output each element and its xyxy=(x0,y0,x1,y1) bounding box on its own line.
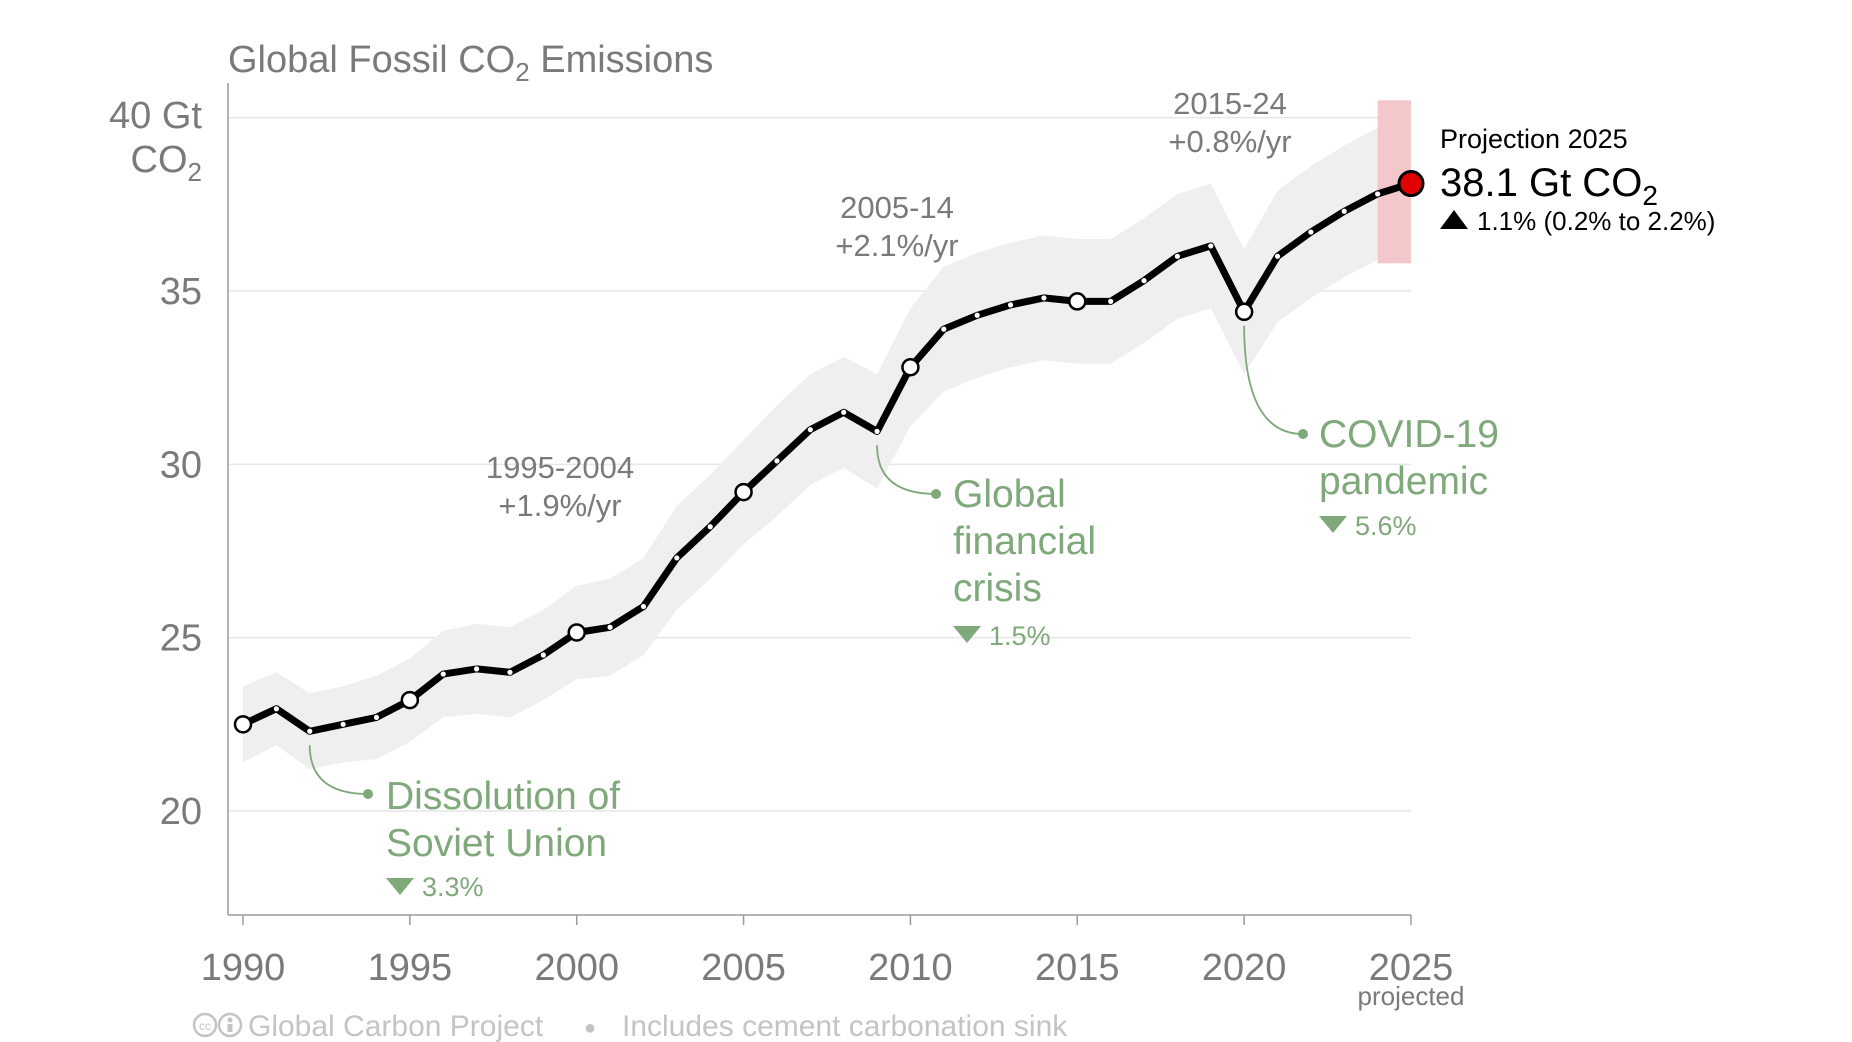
data-point xyxy=(540,652,546,658)
data-point-highlight xyxy=(233,715,253,734)
data-point xyxy=(440,671,446,677)
event-gfc-line1: Global xyxy=(953,473,1066,516)
data-point-highlight xyxy=(734,482,753,502)
data-point-highlight xyxy=(901,358,920,377)
growth-period-1: 1995-2004 xyxy=(486,450,634,485)
down-triangle-icon xyxy=(953,626,981,643)
projection-point xyxy=(1397,170,1425,198)
down-triangle-icon xyxy=(386,878,414,895)
growth-period-3: 2015-24 xyxy=(1173,86,1287,121)
data-point xyxy=(1007,302,1014,308)
footer-separator: ● xyxy=(584,1017,596,1039)
x-tick-label: 2020 xyxy=(1202,947,1287,989)
uncertainty-band-area xyxy=(243,114,1411,770)
event-gfc-line2: financial xyxy=(953,520,1096,563)
event-leader-line xyxy=(1243,325,1304,435)
y-tick-label: 30 xyxy=(160,444,202,486)
data-point xyxy=(340,721,346,727)
event-leader-dot xyxy=(931,489,941,499)
event-soviet-line2: Soviet Union xyxy=(386,822,607,865)
data-point xyxy=(640,603,647,610)
data-point xyxy=(807,427,813,433)
data-point xyxy=(507,669,513,675)
data-point-highlight xyxy=(400,690,420,710)
event-gfc-line3: crisis xyxy=(953,567,1042,610)
data-point xyxy=(607,624,613,630)
event-leader-dot xyxy=(363,789,373,799)
data-point xyxy=(941,326,947,332)
y-tick-label: 20 xyxy=(160,791,202,833)
data-point xyxy=(774,458,780,464)
data-point xyxy=(1375,191,1381,197)
data-point xyxy=(707,524,713,530)
data-point xyxy=(273,706,279,712)
data-points xyxy=(233,170,1425,734)
footer-source: Global Carbon Project xyxy=(248,1010,544,1042)
axes xyxy=(227,83,1412,925)
y-axis-unit-line1: 40 Gt xyxy=(109,95,202,137)
data-point-highlight xyxy=(567,623,586,642)
x-tick-label: 2010 xyxy=(868,947,953,989)
data-point xyxy=(1274,253,1281,259)
data-point xyxy=(1341,208,1347,214)
emissions-series xyxy=(239,180,1415,735)
data-point xyxy=(373,714,380,721)
data-point xyxy=(474,666,480,672)
growth-rate-2: +2.1%/yr xyxy=(835,228,958,263)
up-triangle-icon xyxy=(1440,210,1468,229)
y-tick-label: 25 xyxy=(160,618,202,660)
event-soviet-change: 3.3% xyxy=(422,872,484,902)
projection-title: Projection 2025 xyxy=(1440,124,1628,154)
data-point xyxy=(1174,253,1180,259)
data-point xyxy=(974,312,980,318)
event-gfc-change: 1.5% xyxy=(989,621,1051,651)
cc-by-icon: cc xyxy=(192,1012,243,1038)
x-tick-label: 2025 xyxy=(1369,947,1454,989)
event-leader-line xyxy=(876,445,937,495)
data-point xyxy=(1308,229,1314,235)
data-point xyxy=(1208,243,1214,249)
y-axis-unit-line2: CO2 xyxy=(131,139,202,187)
y-tick-labels: 35 30 25 20 xyxy=(160,271,202,833)
growth-rate-1: +1.9%/yr xyxy=(498,488,621,523)
event-leader-dot xyxy=(1298,429,1308,439)
x-tick-label: 1990 xyxy=(201,947,286,989)
x-tick-label: 2000 xyxy=(534,947,619,989)
projection-value: 38.1 Gt CO2 xyxy=(1440,161,1658,211)
event-covid-line1: COVID-19 xyxy=(1319,413,1499,456)
projection-change: 1.1% (0.2% to 2.2%) xyxy=(1477,206,1715,236)
data-point-highlight xyxy=(1234,302,1254,322)
chart-title: Global Fossil CO2 Emissions xyxy=(228,39,713,87)
event-soviet-line1: Dissolution of xyxy=(386,775,620,818)
x-tick-label: 2015 xyxy=(1035,947,1120,989)
event-covid-change: 5.6% xyxy=(1355,511,1417,541)
x-tick-note: projected xyxy=(1358,981,1465,1011)
data-point xyxy=(874,428,880,434)
event-leader-line xyxy=(308,745,369,795)
data-point xyxy=(674,555,680,561)
data-point xyxy=(1108,298,1114,304)
x-tick-labels: 1990 1995 2000 2005 2010 2015 2020 2025projecte… xyxy=(201,947,1465,1011)
data-point xyxy=(1141,278,1147,284)
growth-rate-3: +0.8%/yr xyxy=(1168,124,1291,159)
growth-period-2: 2005-14 xyxy=(840,190,954,225)
x-tick-label: 1995 xyxy=(368,947,453,989)
down-triangle-icon xyxy=(1319,516,1347,533)
event-leader-lines xyxy=(308,325,1308,799)
uncertainty-band xyxy=(243,100,1411,770)
data-point xyxy=(841,409,847,415)
data-point-highlight xyxy=(1068,292,1087,311)
emissions-line xyxy=(239,180,1415,735)
svg-text:cc: cc xyxy=(199,1019,211,1033)
y-tick-label: 35 xyxy=(160,271,202,313)
event-covid-line2: pandemic xyxy=(1319,460,1488,503)
data-point xyxy=(307,728,313,734)
footer-note: Includes cement carbonation sink xyxy=(622,1010,1068,1042)
data-point xyxy=(1041,295,1047,301)
x-tick-label: 2005 xyxy=(701,947,786,989)
